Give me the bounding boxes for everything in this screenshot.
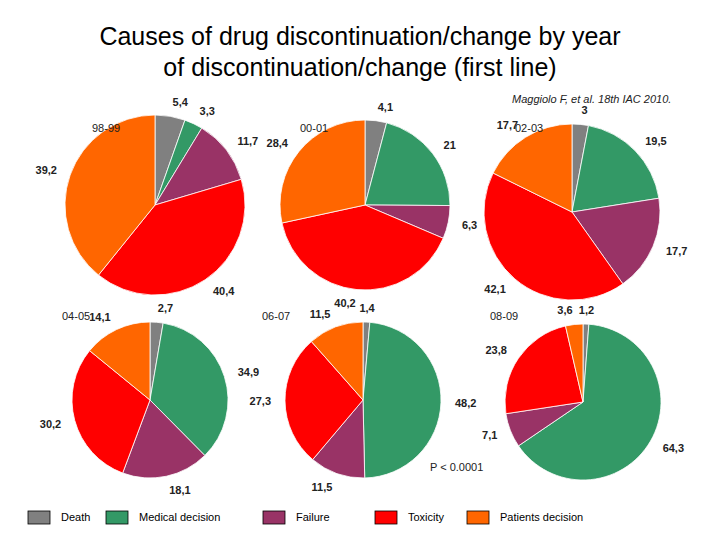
- legend: Death Medical decision Failure Toxicity Pati…: [28, 511, 583, 524]
- legend-item: Toxicity: [375, 511, 445, 524]
- data-label: 42,1: [484, 283, 505, 295]
- legend-item: Death: [28, 511, 90, 524]
- data-label: 4,1: [378, 101, 393, 113]
- pie-slice: [90, 322, 150, 400]
- legend-label: Patients decision: [500, 511, 583, 523]
- data-label: 19,5: [645, 135, 666, 147]
- pie-slice: [365, 123, 450, 206]
- data-label: 28,4: [267, 137, 289, 149]
- pie: 319,517,742,117,7: [484, 104, 687, 300]
- pie-title: 00-01: [300, 122, 328, 134]
- pie-slice: [311, 322, 363, 400]
- source: Maggiolo F, et al. 18th IAC 2010.: [512, 93, 671, 105]
- pie-title: 02-03: [515, 122, 543, 134]
- legend-label: Medical decision: [139, 511, 220, 523]
- data-label: 3,6: [557, 304, 572, 316]
- data-label: 23,8: [485, 344, 506, 356]
- legend-item: Patients decision: [467, 511, 583, 524]
- pie-title: 04-05: [62, 310, 90, 322]
- legend-swatch: [375, 511, 397, 524]
- legend-swatch: [106, 511, 128, 524]
- pie-title: 08-09: [490, 310, 518, 322]
- pie: 4,1 21 6,3 40,2 28,4: [267, 101, 478, 310]
- data-label: 30,2: [40, 418, 61, 430]
- pie-slice: [493, 124, 572, 212]
- data-label: 14,1: [89, 311, 110, 323]
- data-label: 48,2: [455, 397, 476, 409]
- data-label: 27,3: [250, 395, 271, 407]
- chart: Causes of drug discontinuation/change by…: [0, 0, 720, 540]
- data-label: 3: [582, 104, 588, 116]
- data-label: 5,4: [173, 96, 189, 108]
- pie-slice: [363, 322, 441, 478]
- data-label: 34,9: [238, 366, 259, 378]
- pie-slice: [280, 120, 365, 223]
- pie: 2,7 34,9 18,1 30,2 14,1: [40, 302, 259, 496]
- data-label: 7,1: [482, 429, 497, 441]
- data-label: 64,3: [663, 442, 684, 454]
- data-label: 17,7: [666, 245, 687, 257]
- data-label: 40,2: [334, 297, 355, 309]
- data-label: 1,4: [359, 302, 375, 314]
- pie-slice: [65, 115, 155, 275]
- pie-title: 98-99: [92, 122, 120, 134]
- legend-label: Failure: [296, 511, 330, 523]
- data-label: 6,3: [462, 219, 477, 231]
- data-label: 21: [444, 139, 456, 151]
- data-label: 2,7: [158, 302, 173, 314]
- legend-swatch: [263, 511, 285, 524]
- pie: 5,4 3,3 11,7 40,4 39,2: [36, 96, 259, 297]
- legend-item: Failure: [263, 511, 330, 524]
- legend-label: Death: [61, 511, 90, 523]
- title: Causes of drug discontinuation/change by…: [99, 22, 620, 81]
- data-label: 1,2: [579, 304, 594, 316]
- data-label: 11,5: [310, 308, 331, 320]
- data-label: 40,4: [213, 285, 235, 297]
- data-label: 18,1: [169, 484, 190, 496]
- legend-label: Toxicity: [408, 511, 445, 523]
- pie-slice: [566, 324, 583, 402]
- legend-item: Medical decision: [106, 511, 220, 524]
- data-label: 11,5: [312, 481, 333, 493]
- pie: 1,2 64,3 7,1 23,8 3,6: [482, 304, 684, 480]
- data-label: 3,3: [200, 105, 215, 117]
- annotation: P < 0.0001: [430, 461, 483, 473]
- data-label: 39,2: [36, 164, 57, 176]
- legend-swatch: [28, 511, 50, 524]
- data-label: 11,7: [237, 135, 258, 147]
- legend-swatch: [467, 511, 489, 524]
- pie-title: 06-07: [262, 310, 290, 322]
